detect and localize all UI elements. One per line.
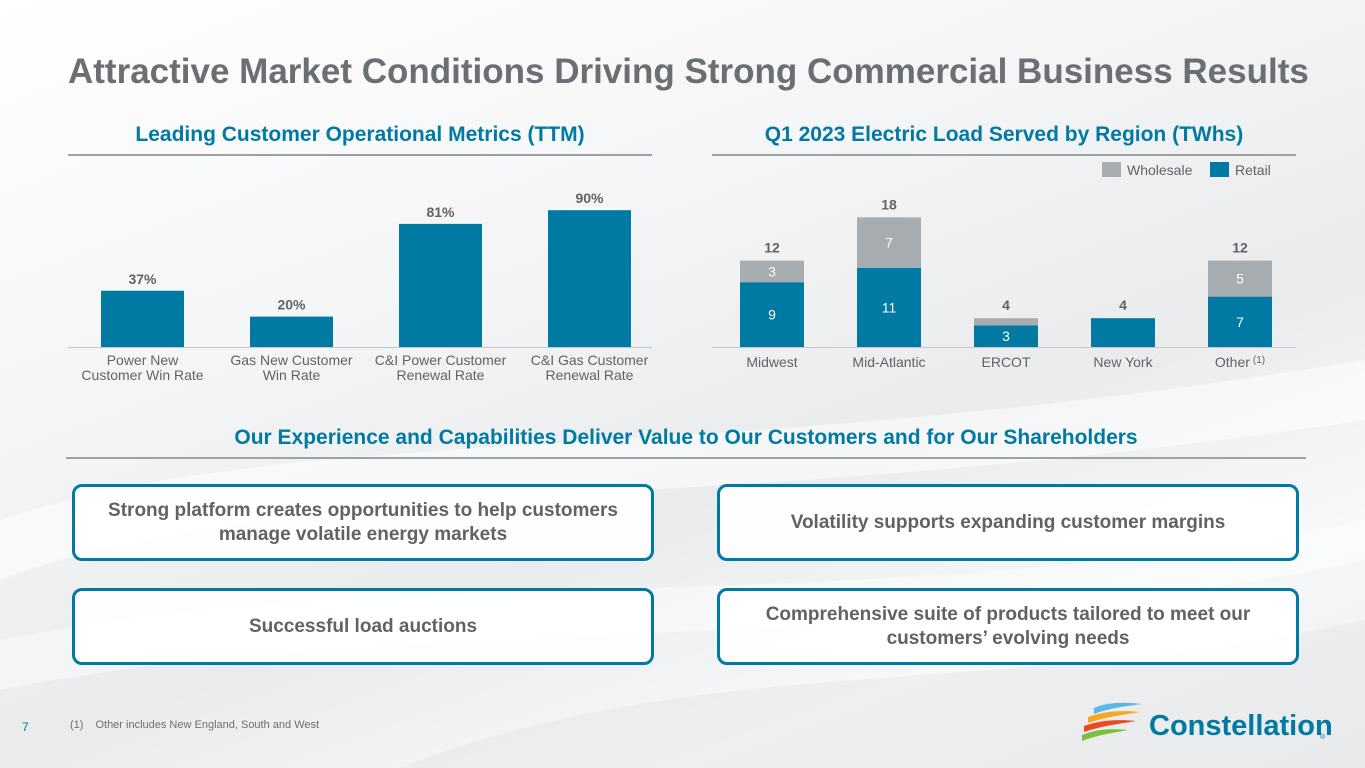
metric-category-label: Power New <box>107 352 179 368</box>
footnote-mark: (1) <box>70 719 84 731</box>
load-heading-rule <box>712 154 1296 156</box>
metric-bar <box>101 290 184 347</box>
metric-category-label: Renewal Rate <box>546 367 634 383</box>
retail-bar <box>1208 296 1272 347</box>
wholesale-value-label: 5 <box>1236 271 1244 287</box>
retail-bar <box>857 267 921 347</box>
value-box-volatility: Volatility supports expanding customer m… <box>717 484 1299 561</box>
metric-value-label: 37% <box>128 271 157 287</box>
page-number: 7 <box>22 720 29 734</box>
metric-bar <box>250 316 333 347</box>
load-heading: Q1 2023 Electric Load Served by Region (… <box>764 123 1244 146</box>
value-heading-rule <box>66 457 1306 459</box>
legend-retail-swatch <box>1210 162 1229 177</box>
wholesale-value-label: 7 <box>885 235 893 251</box>
metric-category-label: Renewal Rate <box>397 367 485 383</box>
wholesale-bar <box>857 217 921 268</box>
region-category-label: New York <box>1093 354 1153 370</box>
legend-wholesale-label: Wholesale <box>1127 162 1193 178</box>
logo-swoosh-icon <box>1082 702 1142 741</box>
wholesale-bar <box>1208 260 1272 297</box>
metric-category-label: C&I Gas Customer <box>531 352 649 368</box>
value-heading: Our Experience and Capabilities Deliver … <box>234 426 1138 449</box>
retail-value-label: 9 <box>768 307 776 323</box>
retail-value-label: 11 <box>882 299 897 315</box>
wholesale-bar <box>740 260 804 283</box>
logo-trademark: ® <box>1320 734 1326 741</box>
metric-category-label: Customer Win Rate <box>81 367 203 383</box>
metric-bar <box>548 210 631 347</box>
load-chart: Wholesale Retail 9 3 12 Midwest 11 7 18 Mid-Atlan… <box>712 162 1296 370</box>
constellation-logo: Constellation ® <box>1080 700 1333 748</box>
value-box-products: Comprehensive suite of products tailored… <box>717 588 1299 665</box>
total-value-label: 4 <box>1002 297 1010 313</box>
legend-wholesale-swatch <box>1102 162 1121 177</box>
retail-value-label: 3 <box>1002 328 1010 344</box>
region-footnote-mark: (1) <box>1253 355 1265 366</box>
wholesale-value-label: 3 <box>768 263 776 279</box>
metric-category-label: C&I Power Customer <box>375 352 507 368</box>
region-category-label: ERCOT <box>982 354 1031 370</box>
region-category-label: Midwest <box>746 354 797 370</box>
metric-value-label: 90% <box>575 190 604 206</box>
logo-text: Constellation <box>1149 710 1333 742</box>
wholesale-bar <box>974 318 1038 326</box>
total-value-label: 18 <box>881 196 897 212</box>
metric-category-label: Win Rate <box>263 367 321 383</box>
total-value-label: 4 <box>1119 297 1127 313</box>
total-value-label: 12 <box>1232 240 1248 256</box>
retail-bar <box>740 282 804 347</box>
total-value-label: 12 <box>764 240 780 256</box>
metric-category-label: Gas New Customer <box>230 352 352 368</box>
metric-value-label: 20% <box>277 297 306 313</box>
region-category-label: Mid-Atlantic <box>852 354 925 370</box>
metrics-heading: Leading Customer Operational Metrics (TT… <box>135 123 585 146</box>
legend-retail-label: Retail <box>1235 162 1271 178</box>
value-box-auctions: Successful load auctions <box>72 588 654 665</box>
retail-value-label: 7 <box>1236 314 1244 330</box>
value-box-platform: Strong platform creates opportunities to… <box>72 484 654 561</box>
metric-bar <box>399 223 482 347</box>
metrics-heading-rule <box>68 154 652 156</box>
footnote-text: Other includes New England, South and We… <box>95 719 320 731</box>
page-title: Attractive Market Conditions Driving Str… <box>68 52 1309 91</box>
retail-bar <box>1091 318 1155 347</box>
metric-value-label: 81% <box>426 204 455 220</box>
region-category-label: Other (1) <box>1215 354 1265 370</box>
retail-bar <box>974 325 1038 347</box>
footnote: (1) Other includes New England, South and… <box>70 719 319 731</box>
